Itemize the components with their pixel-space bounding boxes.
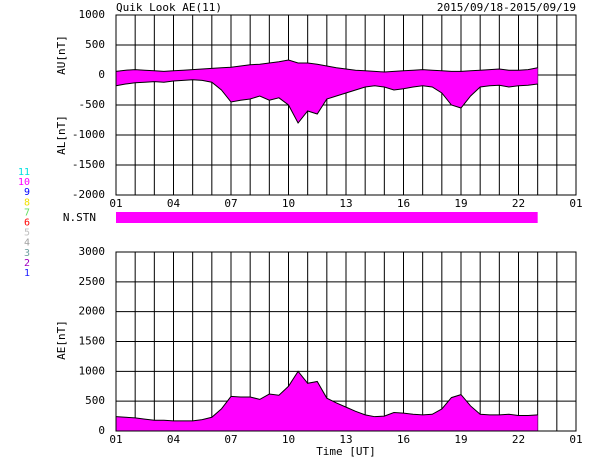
legend-label: 8 xyxy=(24,197,30,208)
x-tick-label: 04 xyxy=(167,433,181,446)
legend-label: 11 xyxy=(18,167,30,178)
x-tick-label: 01 xyxy=(569,197,582,210)
series-line xyxy=(115,370,538,422)
x-tick-label: 04 xyxy=(167,197,181,210)
y-tick-label: -1000 xyxy=(72,128,105,141)
plot-frame xyxy=(115,251,577,432)
y-tick-label: 0 xyxy=(98,424,105,437)
y-tick-label: 2500 xyxy=(79,275,106,288)
x-tick-label: 16 xyxy=(397,433,410,446)
x-tick-label: 19 xyxy=(454,197,467,210)
legend-label: 2 xyxy=(24,258,30,269)
y-tick-label: 500 xyxy=(85,38,105,51)
y-tick-label: 3000 xyxy=(79,245,106,258)
chart-title: Quik Look AE(11) xyxy=(116,1,222,14)
y-axis-title: AU[nT] xyxy=(55,35,68,75)
legend-label: 10 xyxy=(18,177,30,188)
station-bar xyxy=(116,212,538,223)
x-tick-label: 07 xyxy=(224,197,237,210)
x-tick-label: 13 xyxy=(339,197,352,210)
y-tick-label: 1000 xyxy=(79,8,106,21)
x-tick-label: 13 xyxy=(339,433,352,446)
y-tick-label: 500 xyxy=(85,394,105,407)
series-line xyxy=(115,79,538,124)
legend-label: 6 xyxy=(24,218,30,229)
station-bar-label: N.STN xyxy=(63,211,96,224)
x-tick-label: 10 xyxy=(282,197,295,210)
y-tick-label: 2000 xyxy=(79,305,106,318)
y-tick-label: 0 xyxy=(98,68,105,81)
y-tick-label: 1500 xyxy=(79,335,106,348)
y-tick-label: -1500 xyxy=(72,158,105,171)
y-axis-title: AE[nT] xyxy=(55,320,68,360)
x-tick-label: 10 xyxy=(282,433,295,446)
x-axis-title: Time [UT] xyxy=(316,445,376,458)
x-tick-label: 16 xyxy=(397,197,410,210)
x-tick-label: 19 xyxy=(454,433,467,446)
series-line xyxy=(115,59,538,73)
y-tick-label: 1000 xyxy=(79,364,106,377)
plot-frame xyxy=(115,14,577,196)
legend-label: 9 xyxy=(24,187,30,198)
legend-label: 1 xyxy=(24,268,30,279)
x-tick-label: 01 xyxy=(109,197,122,210)
y-axis-title: AL[nT] xyxy=(55,115,68,155)
y-tick-label: -2000 xyxy=(72,188,105,201)
legend-label: 7 xyxy=(24,207,30,218)
legend-label: 3 xyxy=(24,248,30,259)
area-fill xyxy=(116,371,538,431)
y-tick-label: -500 xyxy=(79,98,106,111)
x-tick-label: 22 xyxy=(512,197,525,210)
x-tick-label: 07 xyxy=(224,433,237,446)
legend-label: 5 xyxy=(24,228,30,239)
band-fill xyxy=(116,60,538,123)
x-tick-label: 01 xyxy=(569,433,582,446)
legend-label: 4 xyxy=(24,238,30,249)
date-range: 2015/09/18-2015/09/19 xyxy=(437,1,576,14)
x-tick-label: 01 xyxy=(109,433,122,446)
x-tick-label: 22 xyxy=(512,433,525,446)
